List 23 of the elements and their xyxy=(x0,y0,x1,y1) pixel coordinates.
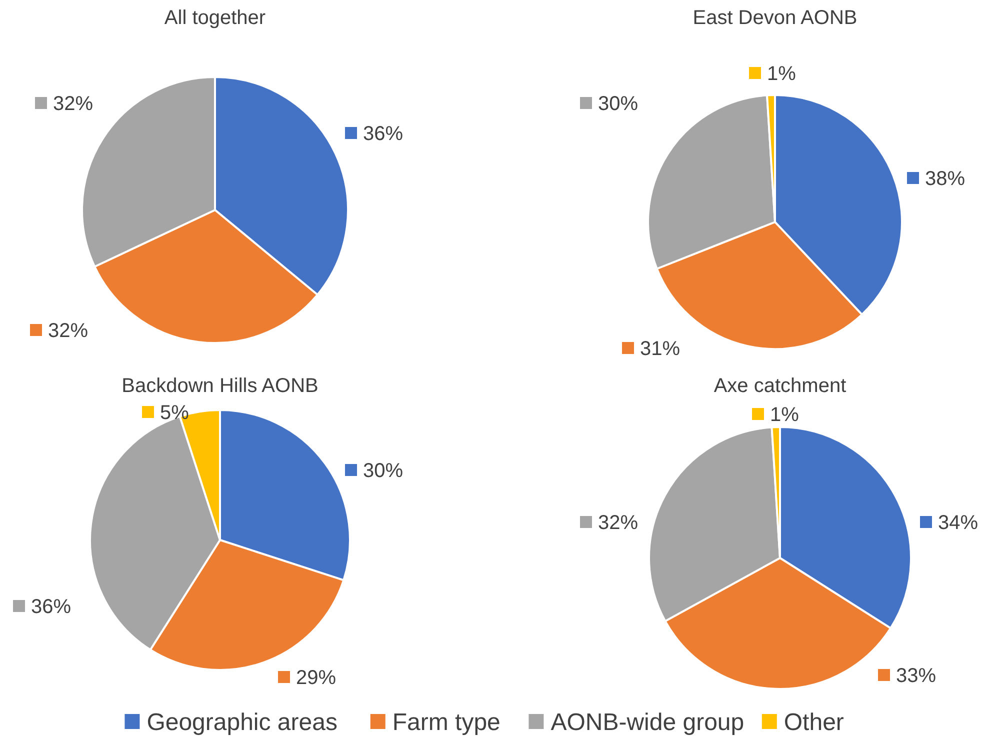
data-label: 36% xyxy=(31,596,72,618)
data-label: 34% xyxy=(938,512,978,534)
data-label: 30% xyxy=(598,93,638,115)
legend-label: Farm type xyxy=(392,709,500,736)
data-label: 1% xyxy=(770,404,800,426)
legend-label: Other xyxy=(784,709,844,736)
chart-title: Backdown Hills AONB xyxy=(122,375,318,397)
data-label: 31% xyxy=(640,338,680,360)
chart-title: All together xyxy=(164,7,266,29)
data-label: 5% xyxy=(160,402,190,424)
data-label: 33% xyxy=(896,665,936,687)
chart-title: Axe catchment xyxy=(714,375,847,397)
legend-label: Geographic areas xyxy=(146,709,338,736)
data-label: 32% xyxy=(598,512,638,534)
data-label: 32% xyxy=(48,320,88,342)
chart-title: East Devon AONB xyxy=(692,7,858,29)
data-label: 29% xyxy=(296,667,336,689)
legend-label: AONB-wide group xyxy=(550,709,744,736)
data-label: 38% xyxy=(925,168,966,190)
data-label: 30% xyxy=(363,460,404,482)
data-label: 36% xyxy=(363,123,404,145)
data-label: 32% xyxy=(53,93,94,115)
data-label: 1% xyxy=(767,63,796,85)
